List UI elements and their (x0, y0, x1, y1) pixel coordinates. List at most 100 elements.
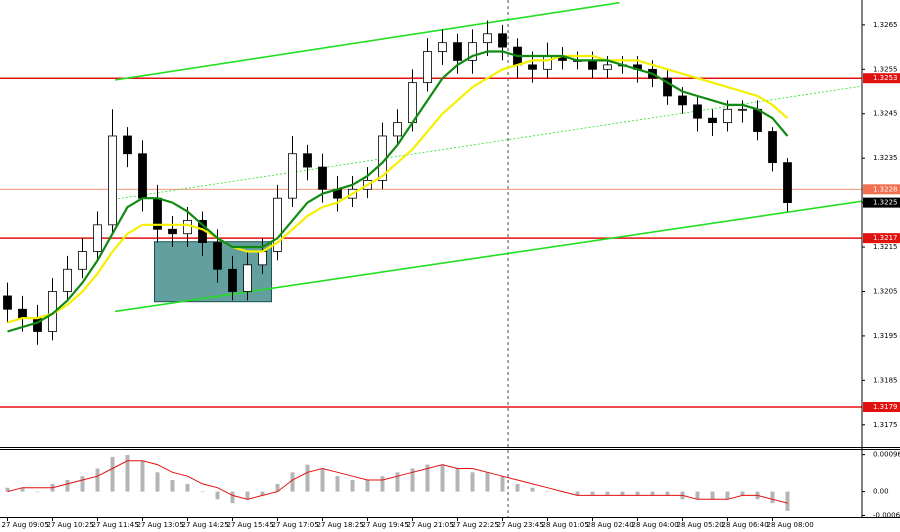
macd-bar (200, 491, 205, 493)
candle-body (288, 153, 297, 199)
macd-bar (350, 480, 355, 492)
macd-bar (290, 472, 295, 492)
trendline (114, 1, 620, 81)
candle-body (768, 131, 777, 164)
candle-body (93, 224, 102, 252)
price-level-box (863, 184, 900, 195)
macd-bar (245, 491, 250, 500)
macd-bar (530, 487, 535, 492)
candle-body (678, 95, 687, 106)
y-tick-label: 1.3205 (873, 287, 898, 295)
candle-body (303, 153, 312, 168)
x-tick-label: 27 Aug 13:05 (137, 521, 184, 529)
macd-bar (5, 487, 10, 492)
macd-bar (35, 491, 40, 493)
macd-bar (545, 491, 550, 493)
macd-bar (125, 455, 130, 492)
candle-body (138, 153, 147, 199)
candle-body (708, 117, 717, 124)
macd-bar (425, 464, 430, 492)
macd-bar (470, 472, 475, 492)
y-tick-label: 1.3265 (873, 21, 898, 29)
candle-body (273, 197, 282, 252)
macd-bar (785, 491, 790, 511)
macd-panel (5, 450, 790, 517)
x-tick-label: 28 Aug 08:00 (767, 521, 814, 529)
price-panel (0, 0, 862, 447)
y-tick-label: 1.3255 (873, 65, 898, 73)
candle-body (63, 268, 72, 292)
macd-bar (485, 472, 490, 492)
macd-bar (305, 464, 310, 492)
candle-body (588, 60, 597, 70)
candle-body (243, 264, 252, 292)
y2-tick-label: 0.00 (873, 488, 889, 496)
candle-body (78, 251, 87, 270)
x-tick-label: 27 Aug 18:25 (317, 521, 364, 529)
price-level-label: 1.3253 (873, 74, 898, 82)
candle-body (453, 42, 462, 61)
macd-bar (395, 472, 400, 492)
candle-body (3, 295, 12, 310)
price-level-box (863, 73, 900, 84)
x-tick-label: 27 Aug 19:45 (362, 521, 409, 529)
macd-bar (515, 483, 520, 492)
macd-bar (170, 480, 175, 492)
macd-bar (575, 491, 580, 496)
last-price-label: 1.3225 (873, 199, 898, 207)
candle-body (183, 219, 192, 235)
candle-body (393, 122, 402, 137)
x-tick-label: 27 Aug 21:05 (407, 521, 454, 529)
macd-bar (95, 468, 100, 492)
candle-body (168, 228, 177, 235)
macd-bar (365, 480, 370, 492)
x-tick-label: 28 Aug 06:40 (722, 521, 769, 529)
candle-body (18, 308, 27, 319)
macd-bar (80, 476, 85, 492)
candle-body (258, 251, 267, 266)
price-level-label: 1.3179 (873, 403, 898, 411)
y-tick-label: 1.3215 (873, 243, 898, 251)
macd-bar (260, 491, 265, 496)
macd-signal (7, 460, 788, 504)
macd-bar (665, 491, 670, 496)
macd-bar (440, 464, 445, 492)
macd-bar (20, 487, 25, 492)
candle-body (483, 33, 492, 44)
y-tick-label: 1.3245 (873, 110, 898, 118)
macd-bar (710, 491, 715, 500)
macd-bar (110, 456, 115, 492)
x-tick-label: 28 Aug 02:40 (587, 521, 634, 529)
macd-bar (590, 491, 595, 496)
x-tick-label: 27 Aug 11:45 (92, 521, 139, 529)
moving-average (7, 54, 789, 324)
macd-bar (410, 468, 415, 492)
macd-bar (725, 491, 730, 500)
price-level-label: 1.3217 (873, 234, 898, 242)
macd-bar (380, 476, 385, 492)
x-tick-label: 27 Aug 22:25 (452, 521, 499, 529)
macd-bar (650, 491, 655, 496)
candle-body (543, 55, 552, 70)
candle-body (228, 268, 237, 292)
x-tick-label: 27 Aug 10:25 (47, 521, 94, 529)
price-level-label: 1.3228 (873, 185, 898, 193)
candle-body (498, 33, 507, 48)
candle-body (783, 162, 792, 204)
x-tick-label: 28 Aug 04:00 (632, 521, 679, 529)
price-level-box (863, 233, 900, 244)
candle-body (123, 135, 132, 155)
x-tick-label: 27 Aug 15:45 (227, 521, 274, 529)
y2-tick-label: 0.00096 (873, 451, 900, 459)
candle-body (423, 51, 432, 84)
macd-bar (230, 491, 235, 504)
candle-body (753, 108, 762, 132)
x-tick-label: 28 Aug 01:05 (542, 521, 589, 529)
macd-bar (770, 491, 775, 504)
moving-average (7, 50, 789, 333)
candle-body (318, 166, 327, 190)
